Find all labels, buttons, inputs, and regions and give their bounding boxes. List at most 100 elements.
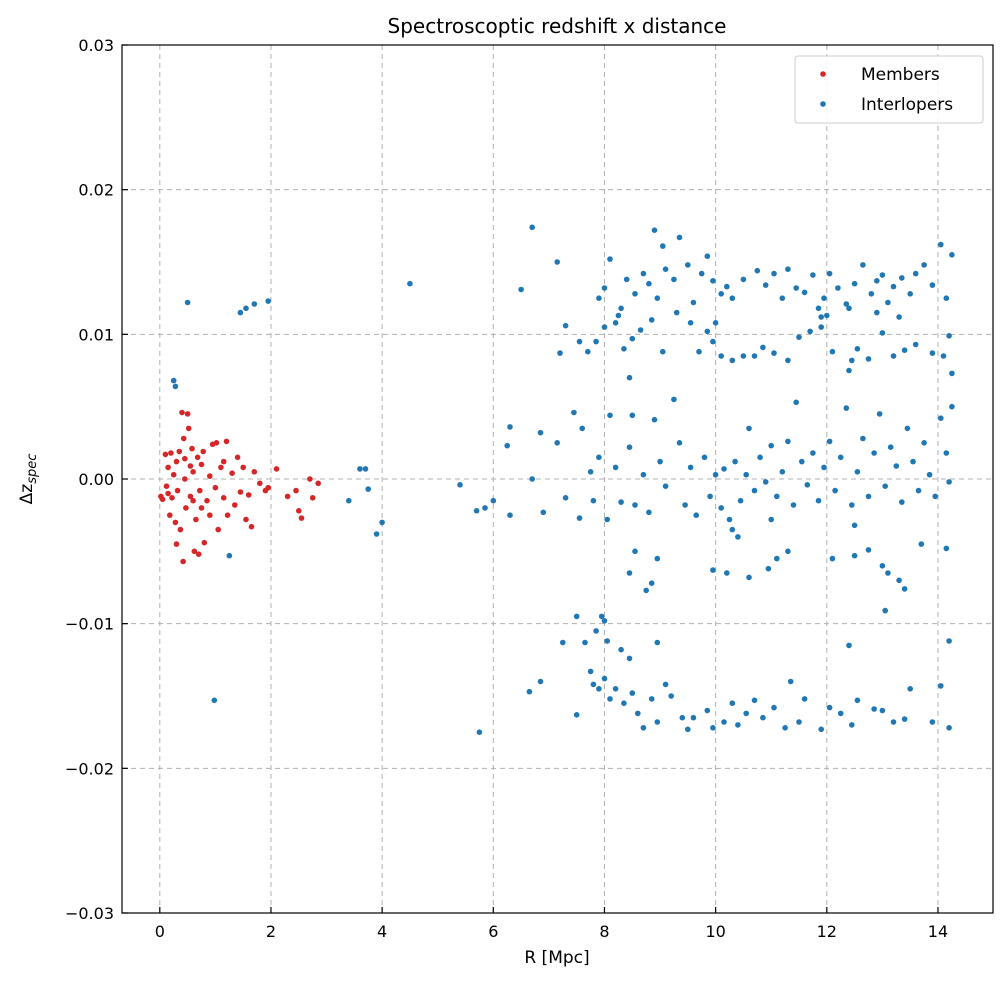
y-tick-label: −0.02 bbox=[65, 759, 114, 778]
interlopers-point bbox=[901, 586, 908, 592]
interlopers-point bbox=[668, 693, 674, 699]
interlopers-point bbox=[821, 295, 827, 302]
interlopers-point bbox=[571, 409, 577, 416]
legend-label-members: Members bbox=[861, 65, 940, 85]
interlopers-point bbox=[874, 278, 880, 284]
interlopers-point bbox=[654, 555, 661, 562]
interlopers-point bbox=[596, 295, 602, 302]
interlopers-point bbox=[607, 412, 613, 419]
y-tick-label: −0.03 bbox=[65, 904, 114, 923]
interlopers-point bbox=[890, 353, 897, 359]
interlopers-point bbox=[657, 458, 663, 465]
interlopers-point bbox=[676, 440, 683, 446]
interlopers-point bbox=[629, 412, 636, 419]
interlopers-point bbox=[796, 719, 802, 725]
legend-label-interlopers: Interlopers bbox=[861, 95, 953, 115]
members-point bbox=[198, 461, 205, 468]
interlopers-point bbox=[779, 295, 786, 302]
members-point bbox=[195, 551, 202, 557]
interlopers-point bbox=[868, 291, 875, 297]
legend-box bbox=[794, 55, 984, 124]
interlopers-point bbox=[243, 305, 249, 312]
interlopers-point bbox=[710, 567, 716, 573]
interlopers-point bbox=[612, 464, 619, 471]
interlopers-point bbox=[871, 706, 877, 712]
interlopers-point bbox=[698, 270, 705, 277]
interlopers-point bbox=[704, 328, 711, 335]
interlopers-point bbox=[507, 512, 513, 518]
interlopers-point bbox=[946, 333, 952, 339]
interlopers-point bbox=[612, 686, 619, 692]
interlopers-point bbox=[579, 425, 585, 432]
interlopers-point bbox=[826, 438, 833, 445]
interlopers-point bbox=[632, 502, 638, 508]
members-point bbox=[220, 495, 227, 501]
interlopers-point bbox=[946, 479, 952, 485]
chart-title: Spectroscoptic redshift x distance bbox=[388, 14, 727, 38]
interlopers-point bbox=[882, 607, 888, 614]
interlopers-point bbox=[379, 519, 385, 526]
interlopers-point bbox=[629, 690, 636, 696]
interlopers-point bbox=[226, 552, 233, 559]
members-point bbox=[172, 519, 179, 526]
interlopers-point bbox=[818, 324, 824, 330]
interlopers-point bbox=[718, 505, 724, 511]
interlopers-point bbox=[690, 299, 697, 306]
interlopers-point bbox=[765, 565, 772, 572]
interlopers-point bbox=[490, 497, 497, 504]
interlopers-point bbox=[646, 280, 652, 287]
y-tick-label: 0.00 bbox=[78, 470, 114, 489]
interlopers-point bbox=[640, 270, 647, 277]
interlopers-point bbox=[754, 267, 761, 274]
interlopers-point bbox=[618, 499, 624, 505]
interlopers-point bbox=[865, 547, 872, 553]
interlopers-point bbox=[573, 613, 580, 620]
interlopers-point bbox=[407, 280, 413, 287]
interlopers-point bbox=[648, 696, 655, 702]
interlopers-point bbox=[921, 440, 927, 446]
interlopers-point bbox=[554, 259, 560, 265]
interlopers-point bbox=[787, 678, 794, 685]
members-point bbox=[223, 438, 230, 445]
interlopers-point bbox=[712, 320, 719, 326]
interlopers-point bbox=[635, 710, 641, 717]
interlopers-point bbox=[943, 545, 950, 552]
interlopers-point bbox=[846, 367, 852, 374]
interlopers-point bbox=[762, 282, 769, 288]
interlopers-point bbox=[362, 466, 369, 472]
interlopers-point bbox=[682, 502, 688, 508]
interlopers-point bbox=[637, 327, 644, 333]
interlopers-point bbox=[835, 285, 841, 291]
interlopers-point bbox=[849, 722, 855, 728]
interlopers-point bbox=[729, 700, 736, 706]
interlopers-point bbox=[926, 471, 933, 478]
members-point bbox=[265, 484, 272, 491]
interlopers-point bbox=[690, 714, 697, 721]
x-tick-label: 8 bbox=[599, 922, 609, 941]
interlopers-point bbox=[640, 471, 647, 478]
interlopers-point bbox=[654, 295, 661, 302]
interlopers-point bbox=[771, 270, 777, 277]
interlopers-point bbox=[760, 344, 766, 351]
interlopers-point bbox=[949, 370, 955, 377]
interlopers-point bbox=[879, 330, 886, 336]
interlopers-point bbox=[687, 320, 694, 326]
interlopers-point bbox=[373, 531, 380, 537]
interlopers-point bbox=[849, 502, 855, 508]
interlopers-point bbox=[621, 346, 627, 352]
members-point bbox=[213, 440, 220, 446]
interlopers-point bbox=[938, 415, 944, 422]
interlopers-point bbox=[673, 309, 680, 316]
interlopers-point bbox=[846, 305, 852, 312]
interlopers-point bbox=[751, 697, 758, 704]
interlopers-point bbox=[865, 493, 872, 500]
interlopers-point bbox=[615, 312, 622, 319]
interlopers-point bbox=[593, 338, 599, 345]
interlopers-point bbox=[879, 707, 886, 714]
interlopers-point bbox=[785, 548, 791, 555]
members-point bbox=[180, 435, 187, 442]
interlopers-point bbox=[890, 719, 897, 725]
interlopers-point bbox=[529, 224, 535, 231]
interlopers-point bbox=[824, 312, 830, 319]
interlopers-point bbox=[843, 405, 850, 411]
